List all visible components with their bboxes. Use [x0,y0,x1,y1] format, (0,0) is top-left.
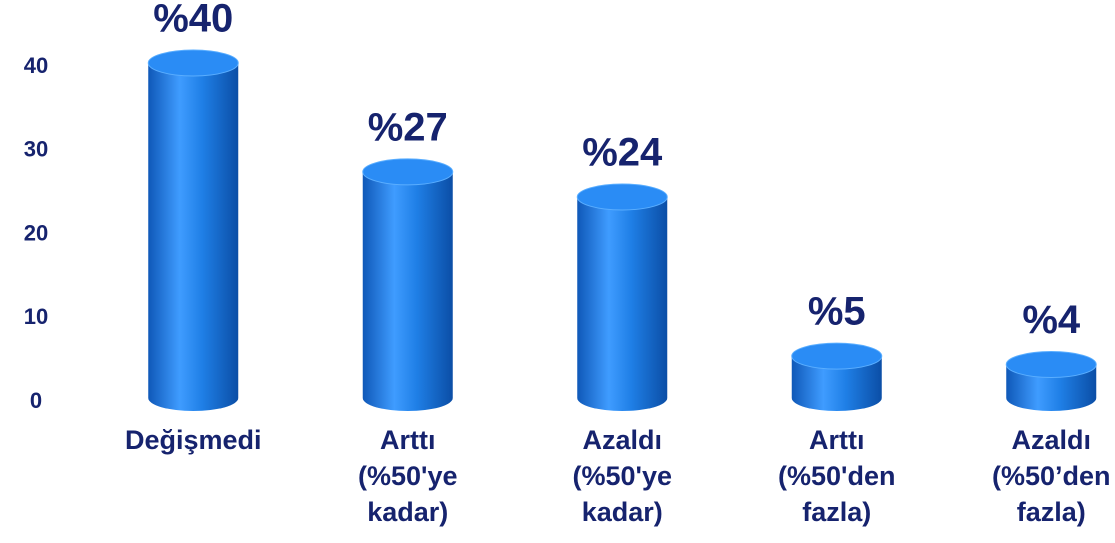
x-tick-label: kadar) [367,497,448,527]
bar-top [362,158,454,186]
value-label: %5 [808,290,866,334]
bar-top [791,342,883,370]
bar-top [576,183,668,211]
x-tick-label: fazla) [1017,497,1086,527]
y-tick-label: 20 [24,220,48,245]
bar [577,197,668,411]
x-tick-label: Değişmedi [125,425,262,455]
x-tick-label: Arttı [380,425,436,455]
y-tick-label: 30 [24,137,48,162]
bar [362,171,453,411]
bar-top [147,49,239,77]
x-tick-label: Azaldı [1011,425,1091,455]
value-label: %40 [153,0,233,41]
value-label: %4 [1022,298,1081,342]
bar [148,63,239,411]
x-tick-label: (%50'ye [573,461,672,491]
x-tick-label: (%50'den [778,461,895,491]
x-tick-label: fazla) [802,497,871,527]
y-tick-label: 40 [24,53,48,78]
bar [791,356,882,411]
x-tick-label: Arttı [809,425,865,455]
bar-top [1005,351,1097,378]
value-label: %24 [582,131,663,175]
y-tick-label: 0 [30,388,42,413]
value-label: %27 [368,105,448,149]
y-tick-label: 10 [24,304,48,329]
x-tick-label: Azaldı [582,425,662,455]
x-tick-label: kadar) [582,497,663,527]
x-tick-label: (%50’den [992,461,1111,491]
x-tick-label: (%50'ye [358,461,457,491]
